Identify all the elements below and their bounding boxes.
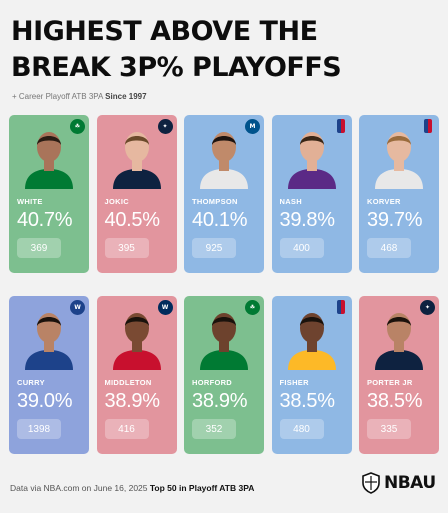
player-photo (375, 132, 423, 189)
player-photo (200, 132, 248, 189)
brand-name: NBAU (384, 473, 436, 493)
attempts-badge: 335 (367, 419, 411, 439)
player-card: ☘ WHITE 40.7% 369 (9, 115, 89, 273)
player-photo (287, 132, 336, 189)
player-photo (25, 313, 73, 370)
nba-logo-icon (424, 119, 432, 133)
warriors-logo-icon: W (70, 300, 85, 315)
player-card: ☘ HORFORD 38.9% 352 (184, 296, 264, 454)
footer: Data via NBA.com on June 16, 2025 Top 50… (10, 483, 254, 493)
player-name: HORFORD (192, 378, 233, 387)
player-photo (375, 313, 423, 370)
three-point-percentage: 38.9% (104, 390, 161, 412)
player-name: JOKIC (104, 197, 129, 206)
brand-logo: NBAU (362, 470, 436, 496)
three-point-percentage: 40.7% (17, 209, 73, 231)
player-photo (112, 313, 161, 370)
attempts-badge: 369 (17, 238, 61, 258)
footer-note: Top 50 in Playoff ATB 3PA (149, 483, 255, 493)
player-grid: ☘ WHITE 40.7% 369 ✦ JOKIC 40.5% 395 M THOMPSON 40.… (9, 115, 439, 454)
three-point-percentage: 38.5% (279, 390, 336, 412)
title-line-2: BREAK 3P% PLAYOFFS (11, 52, 342, 83)
subtitle-prefix: + Career Playoff ATB 3PA (12, 92, 103, 101)
three-point-percentage: 40.1% (192, 209, 248, 231)
player-name: MIDDLETON (104, 378, 152, 387)
player-card: KORVER 39.7% 468 (359, 115, 439, 273)
player-card: W MIDDLETON 38.9% 416 (96, 296, 177, 454)
player-photo (200, 313, 248, 370)
player-card: ✦ PORTER JR 38.5% 335 (359, 296, 439, 454)
wizards-logo-icon: W (157, 300, 173, 315)
nuggets-logo-icon: ✦ (420, 300, 435, 315)
player-photo (25, 132, 73, 189)
player-name: PORTER JR (367, 378, 413, 387)
footer-source: Data via NBA.com on June 16, 2025 (10, 483, 148, 493)
player-name: CURRY (17, 378, 45, 387)
player-photo (287, 313, 336, 370)
three-point-percentage: 39.0% (17, 390, 73, 412)
player-card: FISHER 38.5% 480 (271, 296, 352, 454)
player-name: FISHER (279, 378, 309, 387)
player-card: W CURRY 39.0% 1398 (9, 296, 89, 454)
three-point-percentage: 39.8% (279, 209, 336, 231)
player-name: KORVER (367, 197, 401, 206)
attempts-badge: 1398 (17, 419, 61, 439)
attempts-badge: 352 (192, 419, 236, 439)
three-point-percentage: 40.5% (104, 209, 161, 231)
player-card: NASH 39.8% 400 (271, 115, 352, 273)
attempts-badge: 925 (192, 238, 236, 258)
title-line-1: HIGHEST ABOVE THE (11, 16, 318, 47)
attempts-badge: 468 (367, 238, 411, 258)
player-card: ✦ JOKIC 40.5% 395 (96, 115, 177, 273)
attempts-badge: 416 (104, 419, 149, 439)
attempts-badge: 395 (104, 238, 149, 258)
player-card: M THOMPSON 40.1% 925 (184, 115, 264, 273)
page-title: HIGHEST ABOVE THE BREAK 3P% PLAYOFFS (11, 14, 342, 86)
player-name: NASH (279, 197, 302, 206)
player-name: THOMPSON (192, 197, 238, 206)
attempts-badge: 480 (279, 419, 324, 439)
nuggets-logo-icon: ✦ (157, 119, 173, 134)
player-photo (112, 132, 161, 189)
nba-logo-icon (336, 300, 345, 314)
subtitle-bold: Since 1997 (105, 92, 147, 101)
nba-logo-icon (336, 119, 345, 133)
celtics-logo-icon: ☘ (70, 119, 85, 134)
celtics-logo-icon: ☘ (245, 300, 260, 315)
attempts-badge: 400 (279, 238, 324, 258)
three-point-percentage: 38.9% (192, 390, 248, 412)
three-point-percentage: 38.5% (367, 390, 423, 412)
mavericks-logo-icon: M (245, 119, 260, 134)
player-name: WHITE (17, 197, 43, 206)
subtitle: + Career Playoff ATB 3PA Since 1997 (12, 92, 147, 101)
shield-icon (362, 472, 380, 494)
three-point-percentage: 39.7% (367, 209, 423, 231)
